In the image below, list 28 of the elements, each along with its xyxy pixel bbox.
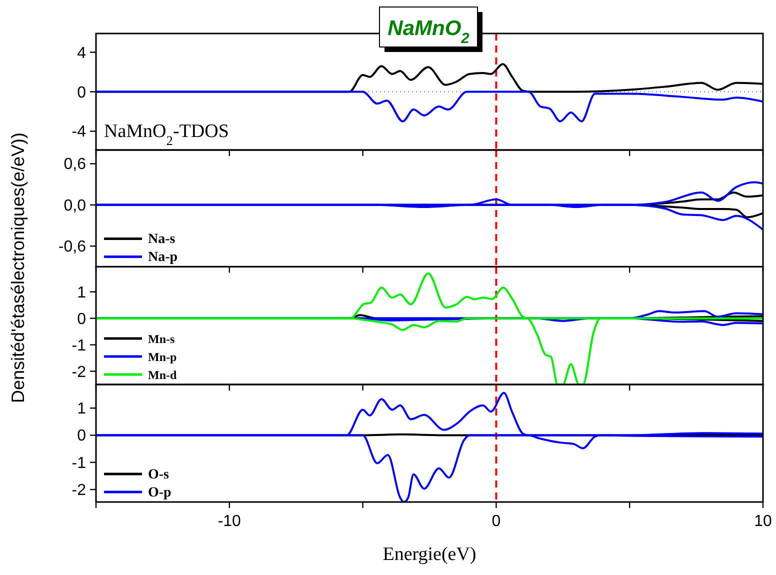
- y-tick-label: -2: [72, 364, 86, 381]
- x-tick-label: -10: [218, 513, 242, 530]
- y-tick-label: 0: [77, 310, 86, 328]
- y-tick-label: -1: [72, 454, 86, 472]
- x-axis-title: Energie(eV): [382, 544, 476, 565]
- legend-label: O-s: [148, 468, 170, 482]
- x-tick-label: 10: [754, 513, 772, 530]
- y-tick-label: 1: [77, 284, 86, 302]
- legend-label: Na-s: [148, 232, 176, 248]
- y-tick-label: 1: [77, 400, 86, 418]
- chart-title: NaMnO$_{2}$: [388, 17, 470, 47]
- y-tick-label: -1: [72, 337, 86, 354]
- y-axis-title: Densitéd'étasélectroniques(e/eV)): [8, 132, 28, 404]
- y-tick-label: 0: [77, 428, 86, 445]
- y-tick-label: 0,6: [64, 156, 86, 174]
- y-tick-label: -0,6: [58, 238, 86, 256]
- y-tick-label: -4: [72, 124, 86, 141]
- legend-label: Na-p: [148, 250, 178, 266]
- y-tick-label: 0,0: [64, 197, 86, 214]
- y-tick-label: -2: [72, 482, 86, 500]
- legend-label: O-p: [148, 486, 172, 500]
- annotation: NaMnO$_{2}$-TDOS: [104, 121, 229, 148]
- legend-label: Mn-p: [148, 350, 177, 364]
- y-tick-label: 0: [77, 84, 86, 102]
- legend-label: Mn-s: [148, 332, 175, 346]
- x-tick-label: 0: [492, 513, 501, 530]
- y-tick-label: 4: [77, 44, 86, 62]
- legend-label: Mn-d: [148, 368, 177, 382]
